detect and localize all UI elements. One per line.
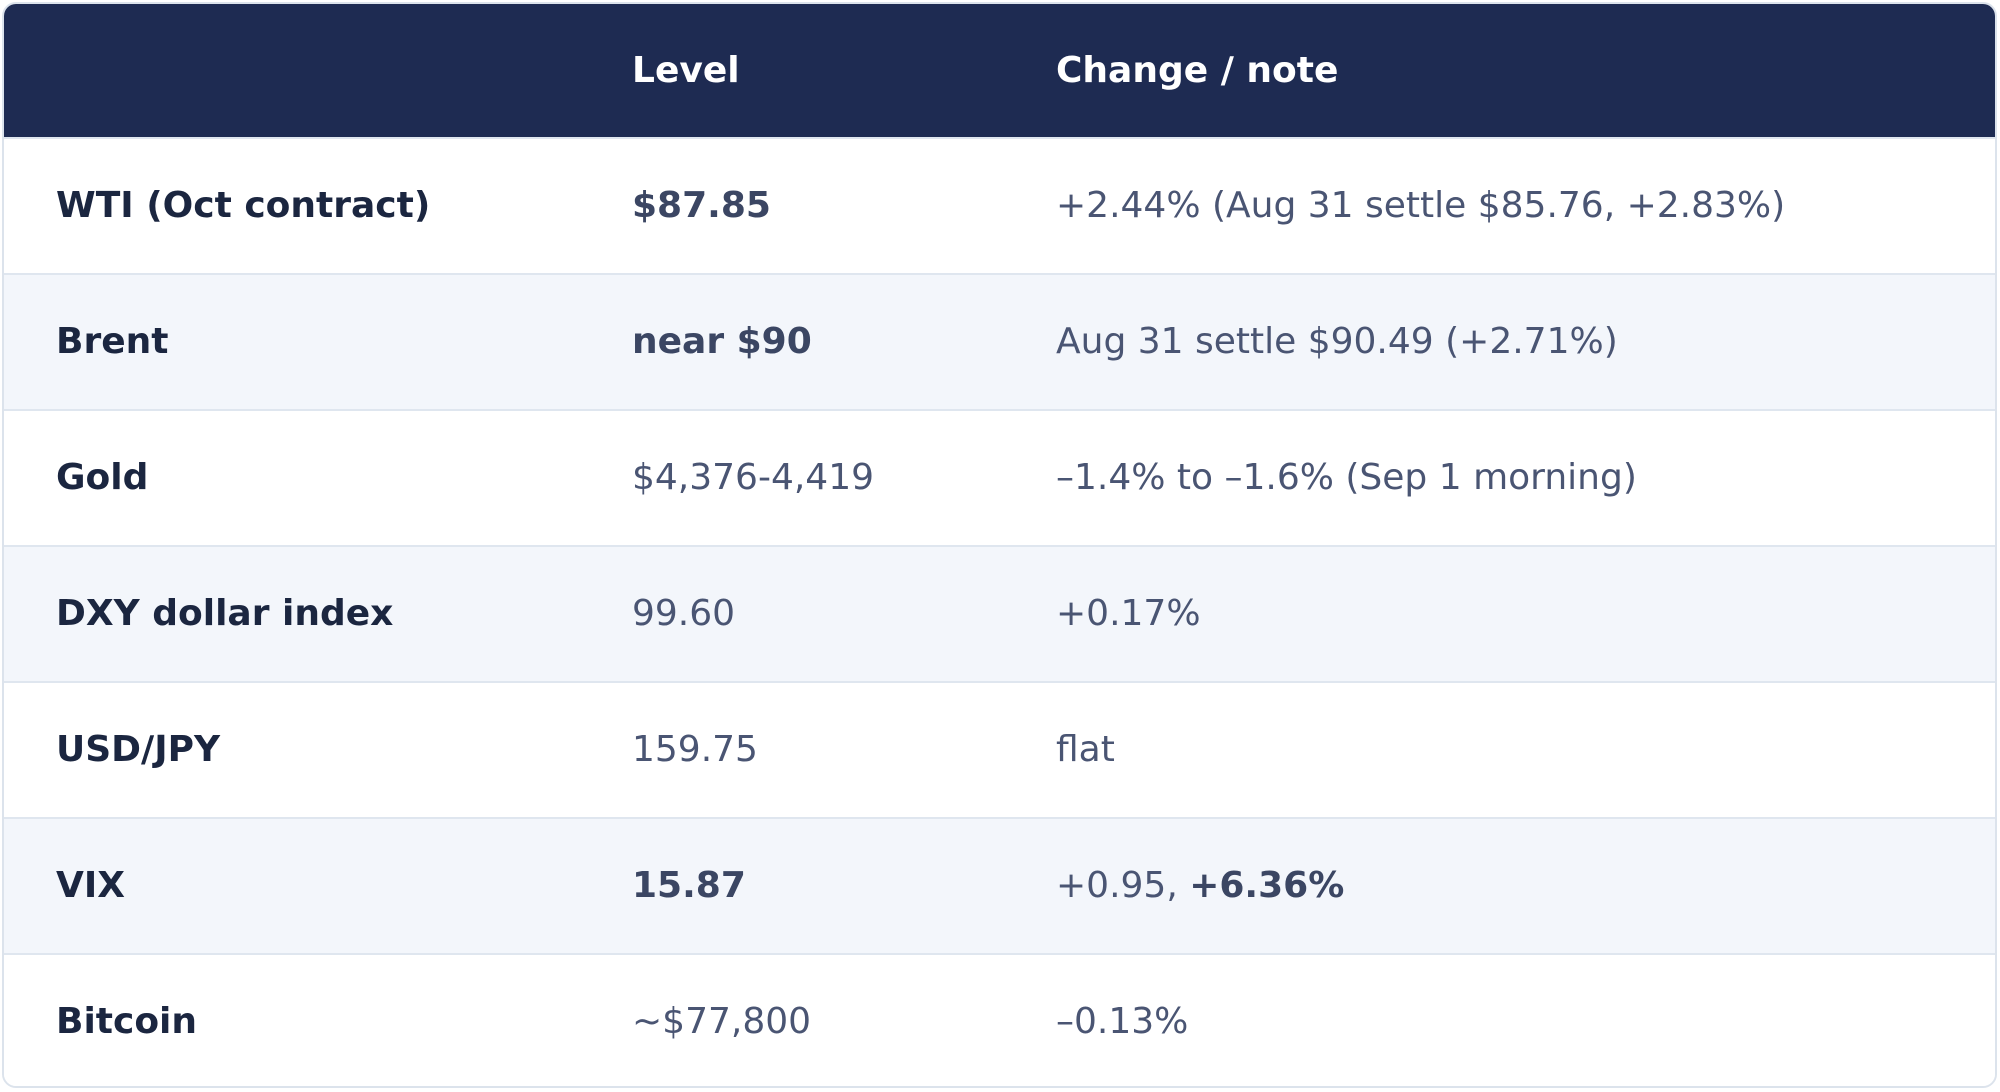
level-value: near $90: [632, 321, 812, 362]
level-value: $87.85: [632, 185, 771, 226]
change-note: flat: [1056, 683, 1115, 817]
table-row: WTI (Oct contract) $87.85 +2.44% (Aug 31…: [4, 137, 1995, 273]
level-value: 159.75: [632, 729, 758, 770]
change-note-text: –0.13%: [1056, 1001, 1189, 1042]
change-note: –1.4% to –1.6% (Sep 1 morning): [1056, 411, 1637, 545]
table-row: Brent near $90 Aug 31 settle $90.49 (+2.…: [4, 273, 1995, 409]
table-row: DXY dollar index 99.60 +0.17%: [4, 545, 1995, 681]
level-value: 99.60: [632, 593, 736, 634]
change-note: +0.95, +6.36%: [1056, 819, 1344, 953]
table-header: Level Change / note: [4, 4, 1995, 137]
change-note-text: flat: [1056, 729, 1115, 770]
header-change-note: Change / note: [1056, 50, 1339, 91]
asset-name: VIX: [56, 865, 126, 906]
asset-name: Bitcoin: [56, 1001, 198, 1042]
asset-name: DXY dollar index: [56, 593, 394, 634]
asset-name: Brent: [56, 321, 169, 362]
change-note-text: +0.95,: [1056, 865, 1190, 906]
change-note-text: –1.4% to –1.6% (Sep 1 morning): [1056, 457, 1637, 498]
table-row: USD/JPY 159.75 flat: [4, 681, 1995, 817]
level-value: ~$77,800: [632, 1001, 812, 1042]
asset-name: Gold: [56, 457, 149, 498]
change-note-bold: +6.36%: [1189, 865, 1345, 906]
level-value: 15.87: [632, 865, 746, 906]
table-row: VIX 15.87 +0.95, +6.36%: [4, 817, 1995, 953]
table-row: Gold $4,376-4,419 –1.4% to –1.6% (Sep 1 …: [4, 409, 1995, 545]
change-note-text: +2.44% (Aug 31 settle $85.76, +2.83%): [1056, 185, 1786, 226]
asset-name: WTI (Oct contract): [56, 185, 431, 226]
header-level: Level: [632, 50, 740, 91]
change-note: –0.13%: [1056, 955, 1189, 1086]
level-value: $4,376-4,419: [632, 457, 875, 498]
change-note: +2.44% (Aug 31 settle $85.76, +2.83%): [1056, 139, 1785, 273]
change-note: +0.17%: [1056, 547, 1201, 681]
asset-name: USD/JPY: [56, 729, 221, 770]
table-row: Bitcoin ~$77,800 –0.13%: [4, 953, 1995, 1086]
change-note: Aug 31 settle $90.49 (+2.71%): [1056, 275, 1618, 409]
change-note-text: +0.17%: [1056, 593, 1201, 634]
change-note-text: Aug 31 settle $90.49 (+2.71%): [1056, 321, 1618, 362]
